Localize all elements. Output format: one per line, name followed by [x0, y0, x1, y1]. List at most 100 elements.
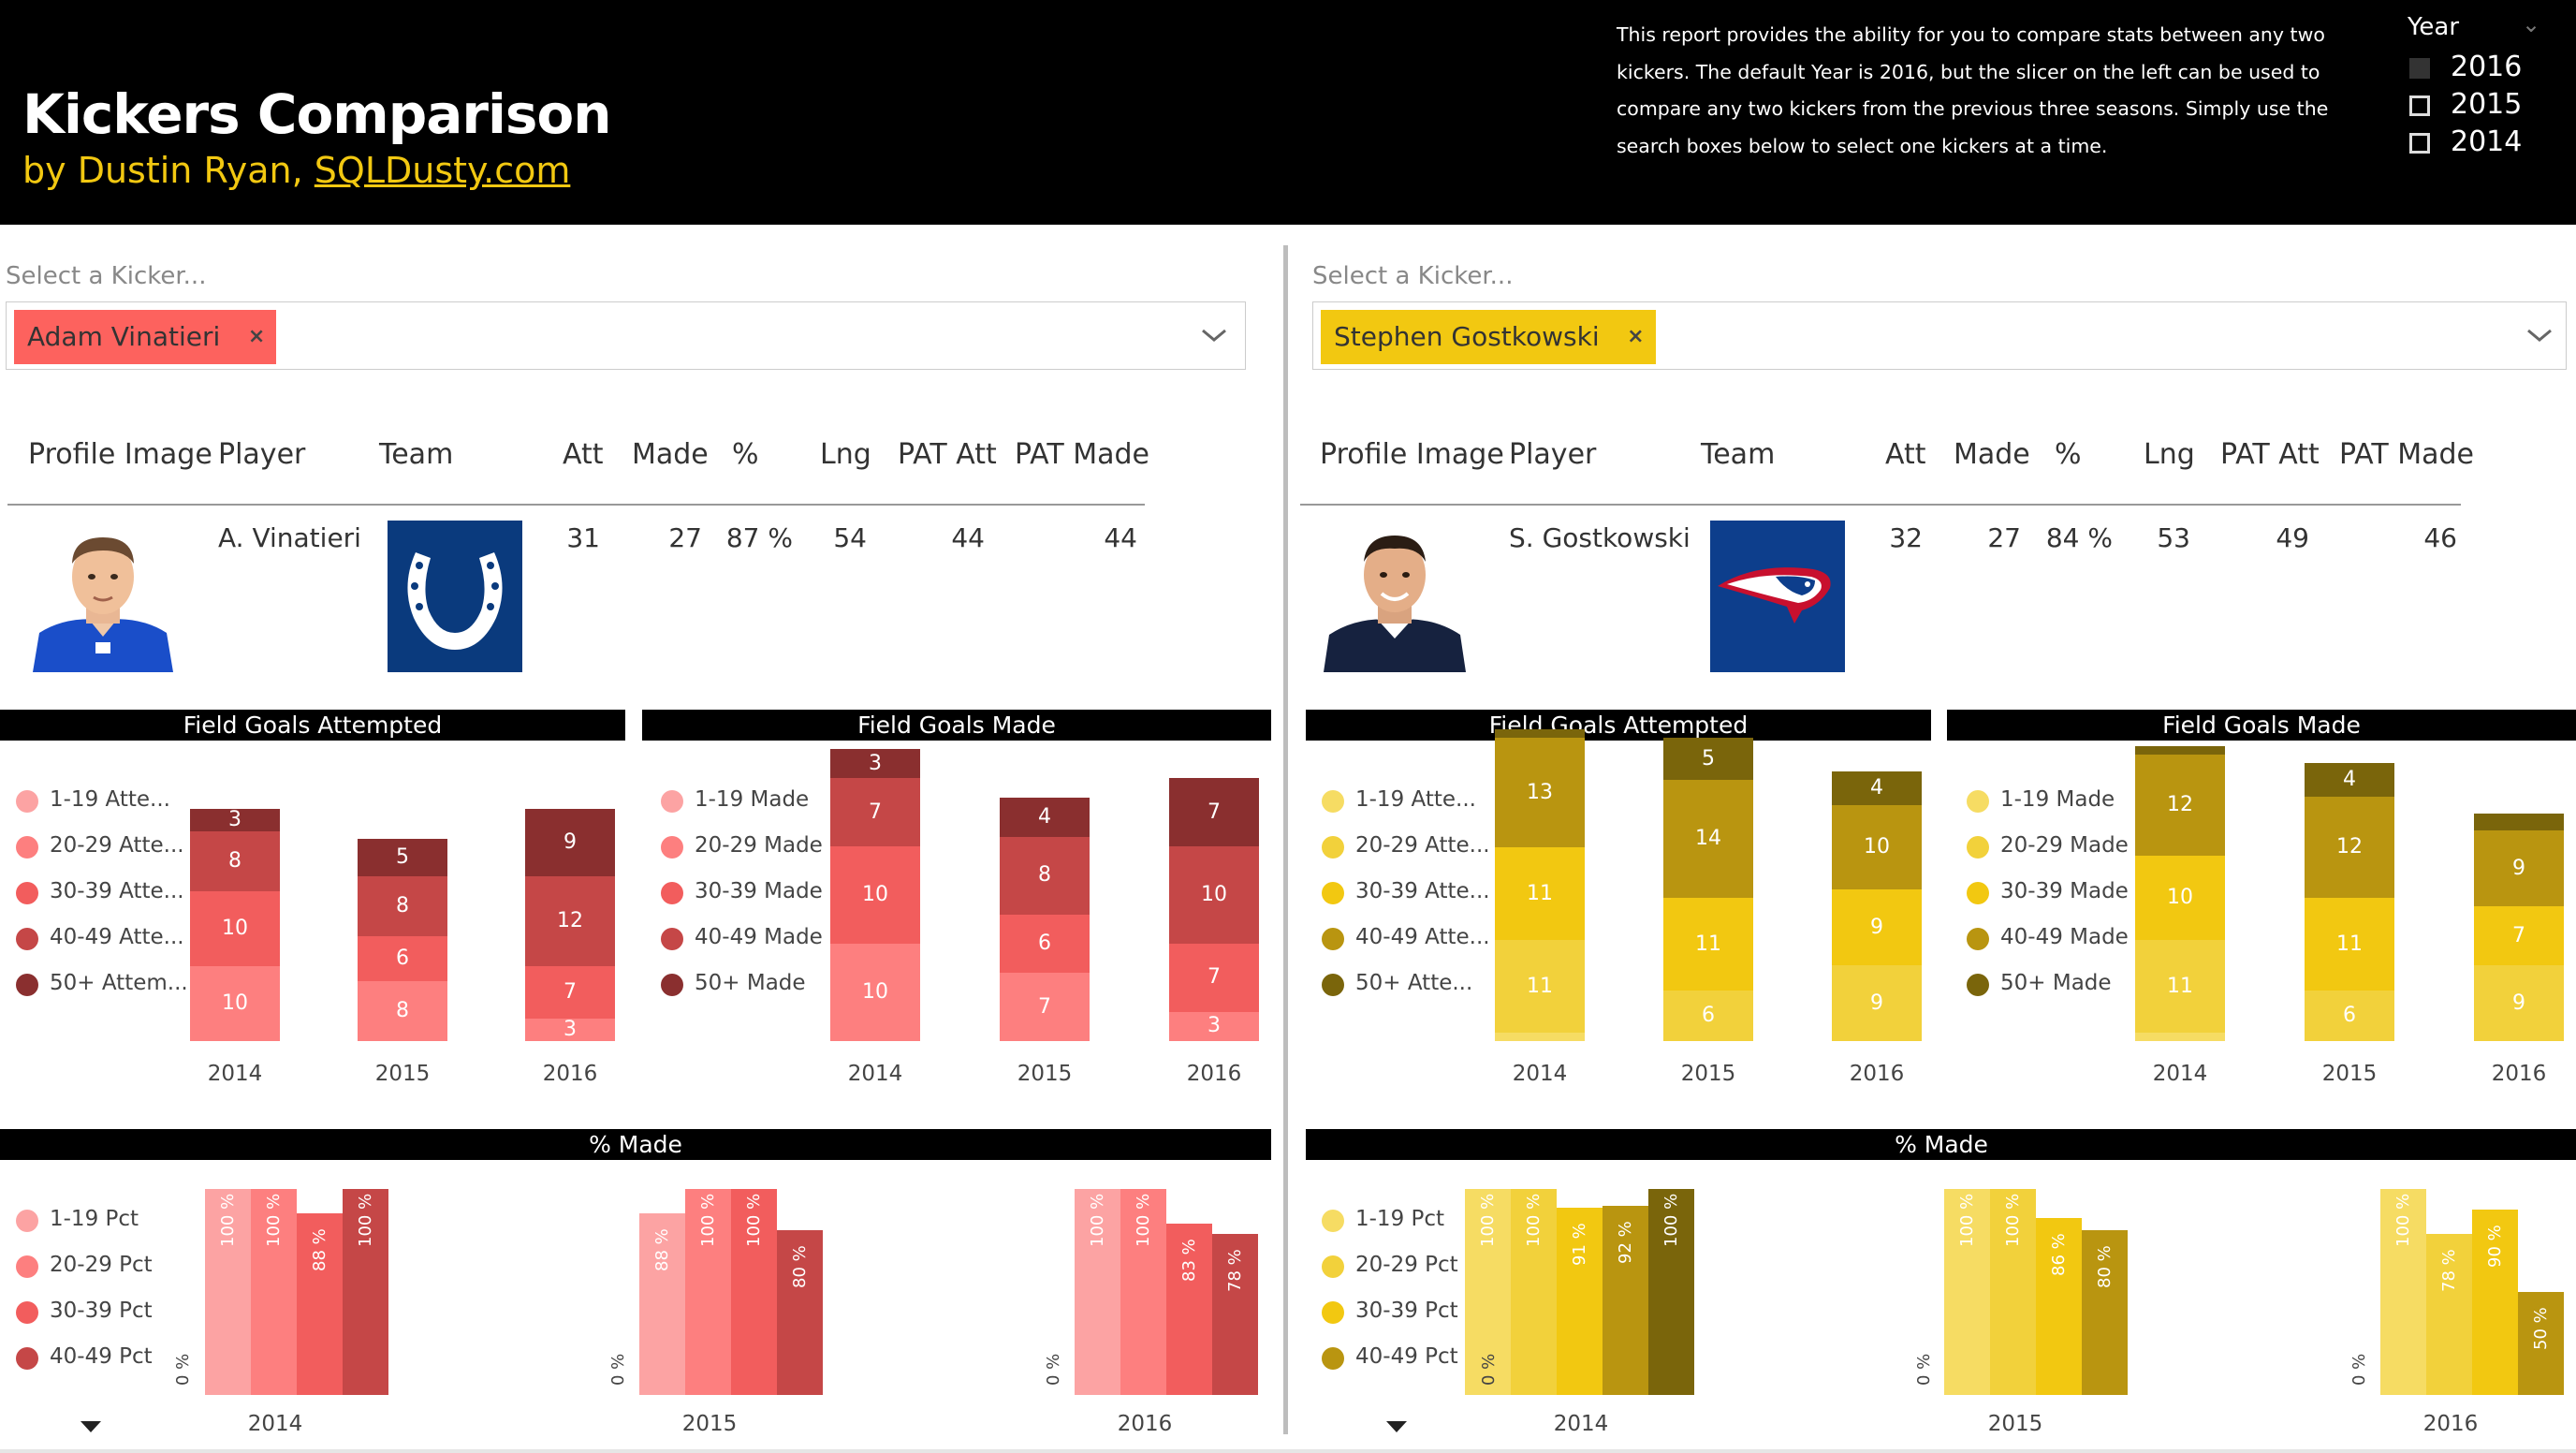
data-label: 8	[1038, 863, 1051, 888]
legend-label: 30-39 Made	[2000, 879, 2129, 903]
data-label: 14	[1695, 827, 1721, 850]
lng-value: 53	[2157, 522, 2190, 553]
legend-label: 30-39 Pct	[1355, 1299, 1458, 1323]
pat-made-value: 44	[1104, 522, 1137, 553]
stacked-bar-segment: 10	[1169, 846, 1259, 944]
legend-swatch	[16, 1301, 38, 1324]
data-label: 9	[2512, 856, 2525, 880]
data-label: 100 %	[697, 1193, 718, 1247]
legend-swatch	[1322, 790, 1344, 813]
pat-att-value: 44	[951, 522, 985, 553]
player-profile-image	[1320, 522, 1470, 672]
stacked-bar-segment: 10	[190, 891, 280, 966]
stacked-bar-segment: 8	[190, 831, 280, 891]
data-label: 8	[228, 849, 242, 873]
year-option-2016[interactable]: 2016	[2409, 51, 2540, 88]
kicker-slicer-label: Select a Kicker...	[1312, 262, 1514, 290]
stacked-bar-segment: 7	[2474, 906, 2564, 965]
stacked-bar-segment	[2135, 746, 2225, 755]
report-description: This report provides the ability for you…	[1617, 23, 2329, 157]
caret-down-icon[interactable]	[80, 1421, 101, 1432]
data-label: 9	[2512, 991, 2525, 1015]
stacked-bar-segment: 12	[2135, 755, 2225, 856]
stacked-bar-segment	[1495, 729, 1585, 738]
pct-bar: 50 %	[2518, 1292, 2564, 1395]
player-profile-image	[28, 522, 178, 672]
data-label: 100 %	[1956, 1193, 1977, 1247]
att-value: 31	[566, 522, 600, 553]
year-option-2015[interactable]: 2015	[2409, 88, 2540, 125]
chevron-down-icon[interactable]: ⌄	[2522, 11, 2541, 37]
legend-swatch	[16, 1255, 38, 1278]
legend-swatch	[1967, 974, 1989, 996]
pct-bar: 100 %	[1990, 1189, 2036, 1395]
stacked-bar-segment: 8	[1000, 836, 1090, 915]
col-header-lng: Lng	[2144, 438, 2195, 471]
kicker-search-box[interactable]: Stephen Gostkowski ×	[1312, 301, 2567, 370]
caret-down-icon[interactable]	[1386, 1421, 1407, 1432]
data-label: 100 %	[355, 1193, 375, 1247]
data-label: 7	[1208, 965, 1221, 990]
selected-kicker-chip[interactable]: Adam Vinatieri ×	[14, 310, 277, 364]
checkbox-icon[interactable]	[2409, 133, 2430, 154]
stacked-bar-segment: 10	[2135, 856, 2225, 940]
col-header-att: Att	[1885, 438, 1926, 471]
col-header-lng: Lng	[820, 438, 871, 471]
legend-label: 1-19 Made	[695, 787, 810, 812]
col-header-made: Made	[1954, 438, 2030, 471]
report-title: Kickers Comparison	[22, 82, 612, 146]
stacked-bar-segment: 3	[190, 808, 280, 831]
legend-label: 40-49 Pct	[1355, 1344, 1458, 1369]
data-label: 6	[396, 947, 409, 970]
kicker-search-box[interactable]: Adam Vinatieri ×	[6, 301, 1246, 370]
lng-value: 54	[833, 522, 867, 553]
stacked-bar-segment: 4	[1000, 798, 1090, 837]
report-byline: by Dustin Ryan, SQLDusty.com	[22, 150, 570, 191]
right-kicker-panel: Select a Kicker... Stephen Gostkowski × …	[1300, 225, 2576, 1451]
data-label: 50 %	[2530, 1307, 2551, 1350]
x-axis-label: 2015	[2321, 1062, 2378, 1086]
checkbox-icon[interactable]	[2409, 95, 2430, 116]
legend-swatch	[1322, 974, 1344, 996]
kicker-slicer-label: Select a Kicker...	[6, 262, 207, 290]
fgm-chart-title: Field Goals Made	[1947, 710, 2576, 741]
stacked-bar-segment: 3	[1169, 1011, 1259, 1041]
horseshoe-logo	[388, 521, 522, 672]
pct-bar: 86 %	[2036, 1217, 2082, 1395]
remove-icon[interactable]: ×	[1627, 325, 1645, 348]
legend-swatch	[16, 882, 38, 904]
pct-bar: 100 %	[251, 1189, 297, 1395]
stacked-bar-segment: 7	[830, 778, 920, 846]
data-label: 100 %	[2002, 1193, 2023, 1247]
patriots-logo	[1710, 521, 1845, 672]
legend-label: 40-49 Atte...	[50, 925, 184, 949]
stacked-bar-segment: 4	[2305, 763, 2394, 797]
legend-swatch	[1322, 1255, 1344, 1278]
stacked-bar-segment: 6	[2305, 991, 2394, 1041]
data-label: 10	[222, 917, 248, 940]
stacked-bar-segment: 9	[1832, 889, 1922, 965]
data-label: 100 %	[1661, 1193, 1681, 1247]
col-header-player: Player	[218, 438, 306, 471]
chevron-down-icon[interactable]	[2521, 310, 2558, 362]
legend-swatch	[1322, 836, 1344, 859]
legend-swatch	[1967, 790, 1989, 813]
chevron-down-icon[interactable]	[1195, 310, 1233, 362]
left-kicker-panel: Select a Kicker... Adam Vinatieri × Prof…	[0, 225, 1287, 1451]
legend-label: 30-39 Pct	[50, 1299, 153, 1323]
player-name: S. Gostkowski	[1509, 522, 1690, 553]
author-link[interactable]: SQLDusty.com	[314, 150, 571, 191]
y-axis-zero-label: 0 %	[173, 1353, 193, 1386]
remove-icon[interactable]: ×	[247, 325, 266, 348]
legend-label: 1-19 Atte...	[50, 787, 170, 812]
player-name: A. Vinatieri	[218, 522, 361, 553]
x-axis-label: 2015	[1680, 1062, 1736, 1086]
data-label: 7	[2512, 923, 2525, 947]
selected-kicker-chip[interactable]: Stephen Gostkowski ×	[1321, 310, 1656, 364]
checkbox-icon[interactable]	[2409, 58, 2430, 79]
data-label: 80 %	[2094, 1245, 2115, 1288]
pct-bar: 100 %	[1511, 1189, 1557, 1395]
pct-bar: 78 %	[2426, 1234, 2472, 1395]
year-option-2014[interactable]: 2014	[2409, 125, 2540, 163]
col-header-pat-att: PAT Att	[2220, 438, 2320, 471]
